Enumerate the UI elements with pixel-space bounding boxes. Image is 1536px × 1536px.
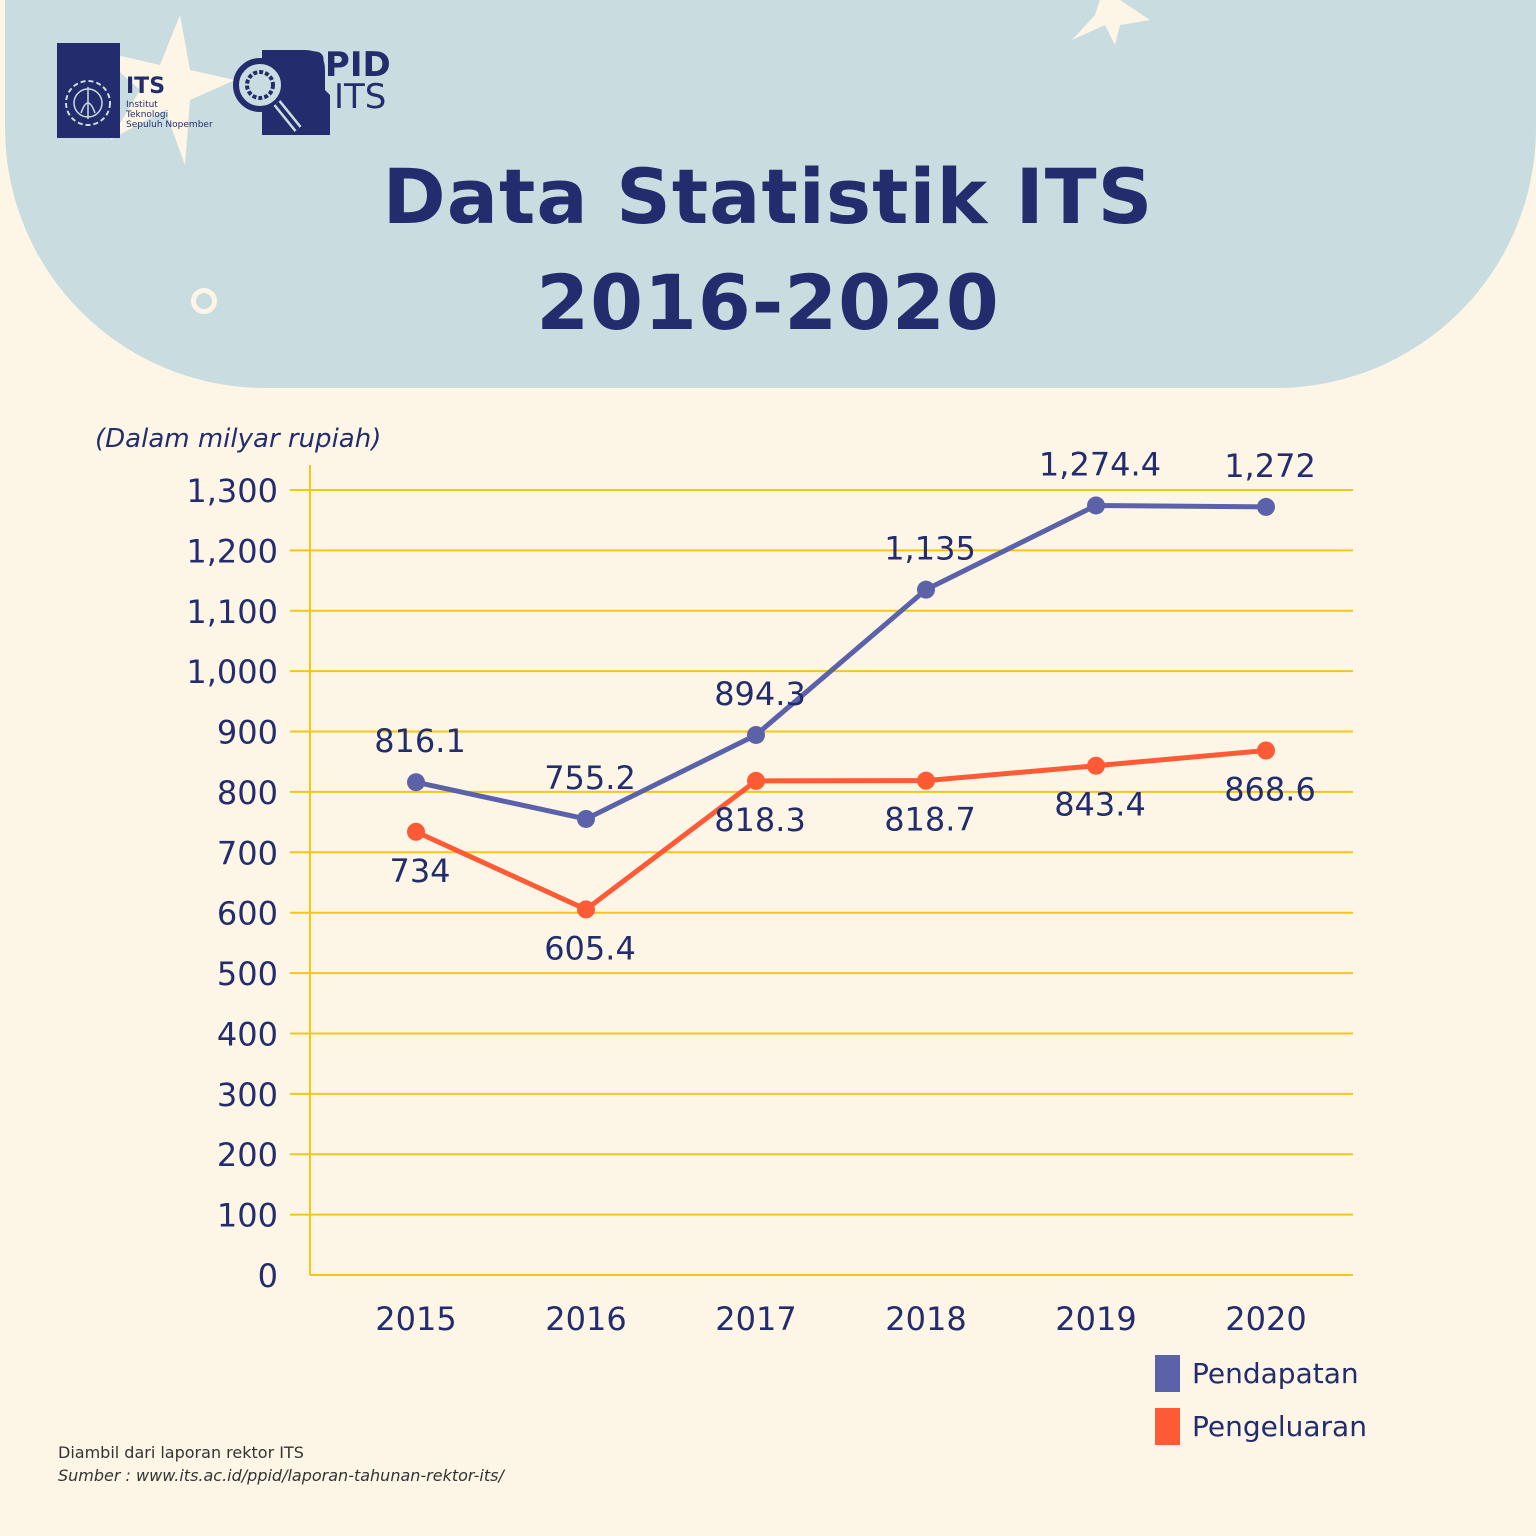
data-point: [577, 900, 595, 919]
data-point: [577, 809, 595, 828]
x-tick-label: 2019: [1055, 1300, 1136, 1338]
y-tick-label: 600: [217, 895, 278, 933]
its-line2: Teknologi: [126, 110, 169, 120]
data-label: 894.3: [714, 675, 806, 713]
data-label: 843.4: [1054, 786, 1146, 824]
data-label: 755.2: [544, 759, 636, 797]
y-tick-label: 1,300: [186, 472, 278, 510]
x-tick-label: 2016: [545, 1300, 626, 1338]
circle-decoration: [191, 288, 217, 314]
data-point: [1087, 496, 1105, 515]
its-line1: Institut: [126, 100, 158, 110]
data-point: [1257, 741, 1275, 760]
ppid-text: PPID: [300, 45, 391, 85]
y-tick-label: 100: [217, 1197, 278, 1235]
starburst-decoration: [1072, 0, 1150, 45]
data-point: [1087, 756, 1105, 775]
data-point: [1257, 497, 1275, 516]
its-wordmark: ITS: [126, 74, 166, 99]
footer-source: Sumber : www.its.ac.id/ppid/laporan-tahu…: [58, 1466, 504, 1485]
y-tick-label: 300: [217, 1076, 278, 1114]
legend-swatch: [1155, 1355, 1180, 1392]
series-line-pendapatan: [415, 502, 1267, 822]
y-tick-label: 900: [217, 714, 278, 752]
y-tick-label: 1,200: [186, 532, 278, 570]
y-tick-label: 1,100: [186, 593, 278, 631]
data-label: 818.7: [884, 801, 976, 839]
its-emblem: [57, 43, 120, 138]
unit-label: (Dalam milyar rupiah): [95, 424, 382, 454]
data-point: [917, 580, 935, 599]
y-tick-label: 400: [217, 1015, 278, 1053]
y-tick-label: 0: [258, 1257, 278, 1295]
page-subtitle: 2016-2020: [536, 258, 1000, 347]
footer-note: Diambil dari laporan rektor ITS: [58, 1443, 304, 1462]
data-point: [917, 771, 935, 790]
its-line3: Sepuluh Nopember: [126, 120, 213, 130]
x-tick-label: 2017: [715, 1300, 796, 1338]
y-tick-label: 700: [217, 834, 278, 872]
data-label: 734: [389, 852, 450, 890]
legend-swatch: [1155, 1408, 1180, 1445]
magnifier-icon: [233, 50, 330, 135]
its-fullname: Institut Teknologi Sepuluh Nopember: [126, 100, 213, 130]
data-label: 1,272: [1224, 447, 1316, 485]
page-title: Data Statistik ITS: [382, 152, 1154, 241]
data-label: 868.6: [1224, 770, 1316, 808]
y-tick-label: 800: [217, 774, 278, 812]
x-tick-label: 2015: [375, 1300, 456, 1338]
starburst-decoration: [95, 15, 235, 165]
legend-label: Pendapatan: [1192, 1357, 1359, 1390]
series-line-pengeluaran: [414, 748, 1267, 913]
ppid-its-text: ITS: [334, 77, 387, 117]
y-tick-label: 200: [217, 1136, 278, 1174]
data-point: [747, 725, 765, 744]
x-tick-label: 2020: [1225, 1300, 1306, 1338]
x-tick-label: 2018: [885, 1300, 966, 1338]
y-tick-label: 500: [217, 955, 278, 993]
data-label: 818.3: [714, 801, 806, 839]
y-tick-label: 1,000: [186, 653, 278, 691]
legend-label: Pengeluaran: [1192, 1410, 1367, 1443]
data-point: [747, 771, 765, 790]
data-label: 1,135: [884, 530, 976, 568]
data-label: 605.4: [544, 929, 636, 967]
data-label: 816.1: [374, 722, 466, 760]
data-point: [407, 822, 425, 841]
data-label: 1,274.4: [1039, 445, 1161, 483]
data-point: [407, 773, 425, 792]
